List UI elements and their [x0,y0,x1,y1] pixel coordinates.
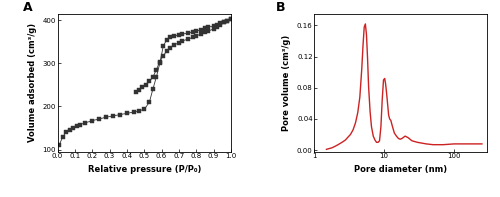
Text: B: B [276,1,285,14]
X-axis label: Pore diameter (nm): Pore diameter (nm) [354,165,448,174]
Y-axis label: Volume adsorbed (cm³/g): Volume adsorbed (cm³/g) [28,23,37,142]
Y-axis label: Pore volume (cm³/g): Pore volume (cm³/g) [282,35,292,131]
X-axis label: Relative pressure (P/P₀): Relative pressure (P/P₀) [88,165,201,174]
Text: A: A [23,1,32,14]
